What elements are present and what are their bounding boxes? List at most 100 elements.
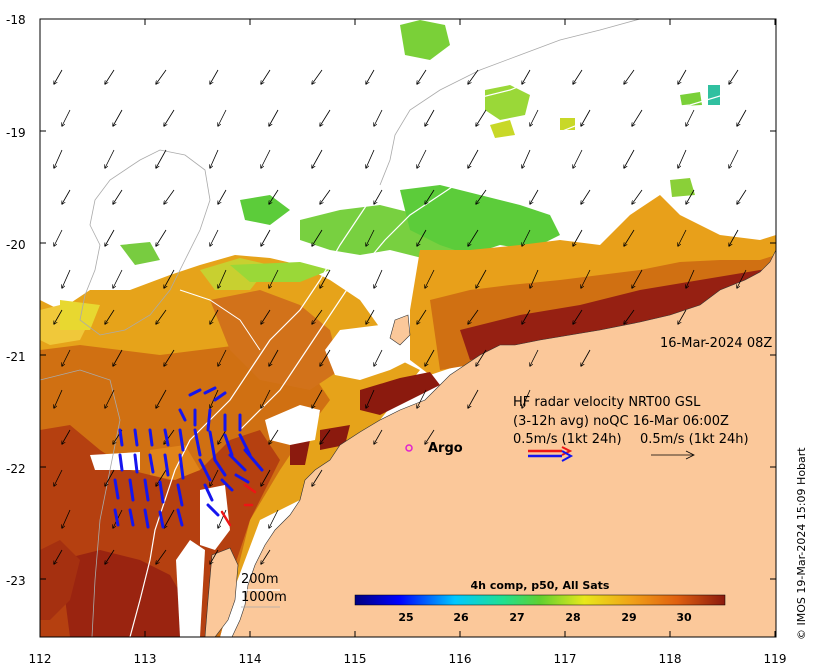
wind-arrow xyxy=(156,69,167,84)
wind-arrow xyxy=(113,109,123,126)
wind-arrow xyxy=(312,469,323,486)
wind-arrow xyxy=(320,189,331,204)
argo-label: Argo xyxy=(428,441,463,456)
map-frame xyxy=(39,18,777,638)
wind-arrow xyxy=(678,69,687,84)
wind-arrow xyxy=(54,309,63,324)
argo-marker[interactable] xyxy=(405,444,413,452)
wind-arrow xyxy=(210,469,219,486)
wind-arrow xyxy=(374,109,383,126)
wind-arrow xyxy=(113,189,123,204)
wind-arrow xyxy=(113,349,123,366)
colorbar-tick: 29 xyxy=(621,611,636,624)
wind-arrow xyxy=(624,309,635,324)
wind-arrow xyxy=(218,429,227,444)
wind-arrow xyxy=(105,149,115,168)
wind-arrow xyxy=(261,229,271,246)
wind-arrow xyxy=(366,149,375,168)
wind-arrow xyxy=(366,309,375,324)
wind-arrow xyxy=(320,109,331,126)
wind-arrow xyxy=(530,189,539,204)
wind-arrow xyxy=(581,269,591,288)
wind-arrow xyxy=(218,109,227,126)
wind-arrow xyxy=(476,189,487,204)
wind-arrow xyxy=(678,149,687,168)
colorbar-tick: 26 xyxy=(453,611,469,624)
wind-arrow xyxy=(54,149,63,168)
colorbar: 4h comp, p50, All Sats 25 26 27 28 29 30 xyxy=(354,579,726,624)
timestamp-label: 16-Mar-2024 08Z xyxy=(660,336,772,351)
wind-arrow xyxy=(417,149,427,168)
contour-label-200m: 200m xyxy=(241,572,278,587)
wind-arrow xyxy=(737,269,747,288)
colorbar-tick: 30 xyxy=(676,611,692,624)
wind-arrow xyxy=(425,109,435,126)
legend-scale-right: 0.5m/s (1kt 24h) xyxy=(640,432,749,447)
wind-arrow xyxy=(210,229,219,246)
x-tick-label: 112 xyxy=(29,652,52,666)
wind-arrow xyxy=(686,109,695,126)
wind-arrow xyxy=(678,229,687,246)
wind-arrow xyxy=(737,109,747,126)
land xyxy=(204,249,776,637)
wind-arrow xyxy=(261,309,271,324)
y-tick-label: -23 xyxy=(6,574,26,588)
wind-arrow xyxy=(476,109,487,126)
wind-arrow xyxy=(530,109,539,126)
wind-arrow xyxy=(62,349,71,366)
wind-arrow xyxy=(218,349,227,366)
wind-arrow xyxy=(581,109,591,126)
radar-vectors-blue xyxy=(113,386,264,529)
wind-arrow xyxy=(417,389,427,408)
wind-arrow xyxy=(573,69,583,84)
wind-arrow xyxy=(269,349,279,366)
wind-arrow xyxy=(573,229,583,246)
legend-scale-left: 0.5m/s (1kt 24h) xyxy=(513,432,622,447)
wind-arrow xyxy=(105,469,115,486)
wind-arrow xyxy=(425,189,435,204)
wind-arrow xyxy=(156,549,167,564)
wind-arrow xyxy=(468,149,479,168)
y-tick-label: -19 xyxy=(6,126,26,140)
wind-arrow xyxy=(105,389,115,408)
wind-arrow xyxy=(312,69,323,84)
wind-arrow xyxy=(320,349,331,366)
wind-arrow xyxy=(729,69,739,84)
x-tick-label: 116 xyxy=(449,652,472,666)
wind-arrow xyxy=(366,229,375,246)
wind-arrow xyxy=(522,229,531,246)
wind-arrow xyxy=(269,109,279,126)
wind-arrow xyxy=(632,189,643,204)
x-tick-label: 117 xyxy=(554,652,577,666)
colorbar-title: 4h comp, p50, All Sats xyxy=(471,579,610,592)
colorbar-tick: 27 xyxy=(509,611,524,624)
wind-arrow xyxy=(261,549,271,564)
wind-arrow xyxy=(54,229,63,246)
wind-arrow xyxy=(624,229,635,246)
contour-label-1000m: 1000m xyxy=(241,590,287,605)
x-tick-label: 119 xyxy=(764,652,787,666)
wind-arrow xyxy=(105,549,115,564)
wind-arrow xyxy=(312,389,323,408)
wind-arrow xyxy=(374,269,383,288)
wind-arrow xyxy=(686,189,695,204)
wind-arrow xyxy=(425,349,435,366)
wind-arrow xyxy=(468,309,479,324)
wind-arrows xyxy=(54,69,747,564)
wind-arrow xyxy=(54,69,63,84)
y-tick-label: -22 xyxy=(6,462,26,476)
wind-arrow xyxy=(729,229,739,246)
wind-arrow xyxy=(366,69,375,84)
wind-arrow xyxy=(156,389,167,408)
wind-arrow xyxy=(261,389,271,408)
wind-arrow xyxy=(522,389,531,408)
wind-arrow xyxy=(218,509,227,528)
x-tick-label: 114 xyxy=(239,652,262,666)
wind-arrow xyxy=(425,269,435,288)
wind-arrow xyxy=(62,189,71,204)
wind-arrow xyxy=(678,309,687,324)
wind-arrow xyxy=(530,269,539,288)
wind-arrow xyxy=(269,509,279,528)
colorbar-tick: 25 xyxy=(398,611,413,624)
